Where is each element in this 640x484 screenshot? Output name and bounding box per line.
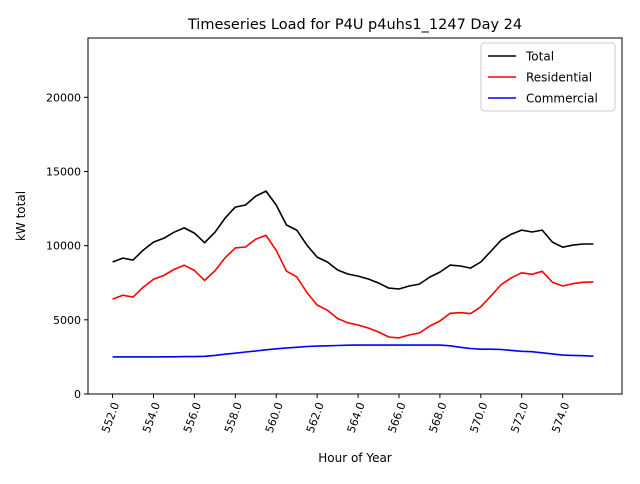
y-axis-label: kW total [14, 191, 28, 241]
y-tick-label: 10000 [46, 240, 81, 253]
y-tick-label: 5000 [53, 314, 81, 327]
x-tick-label: 568.0 [427, 401, 450, 435]
y-tick-label: 15000 [46, 166, 81, 179]
legend-label-commercial: Commercial [526, 92, 598, 106]
x-tick-label: 560.0 [263, 401, 286, 435]
x-tick-label: 552.0 [99, 401, 122, 435]
legend-label-residential: Residential [526, 71, 592, 85]
x-tick-label: 556.0 [181, 401, 204, 435]
plot-frame [87, 37, 623, 395]
x-tick-label: 574.0 [549, 401, 572, 435]
y-tick-label: 0 [74, 388, 81, 401]
x-tick-label: 572.0 [508, 401, 531, 435]
x-tick-label: 564.0 [345, 401, 368, 435]
legend-label-total: Total [525, 50, 554, 64]
x-tick-label: 562.0 [304, 401, 327, 435]
legend: Total Residential Commercial [480, 42, 616, 112]
x-axis-label: Hour of Year [318, 451, 392, 465]
x-tick-label: 554.0 [140, 401, 163, 435]
series-line-total [112, 190, 594, 290]
x-tick-label: 566.0 [386, 401, 409, 435]
y-tick-label: 20000 [46, 91, 81, 104]
x-tick-label: 558.0 [222, 401, 245, 435]
x-tick-label: 570.0 [467, 401, 490, 435]
chart-title: Timeseries Load for P4U p4uhs1_1247 Day … [187, 17, 522, 33]
series-line-residential [112, 234, 594, 339]
series-line-commercial [112, 344, 594, 358]
